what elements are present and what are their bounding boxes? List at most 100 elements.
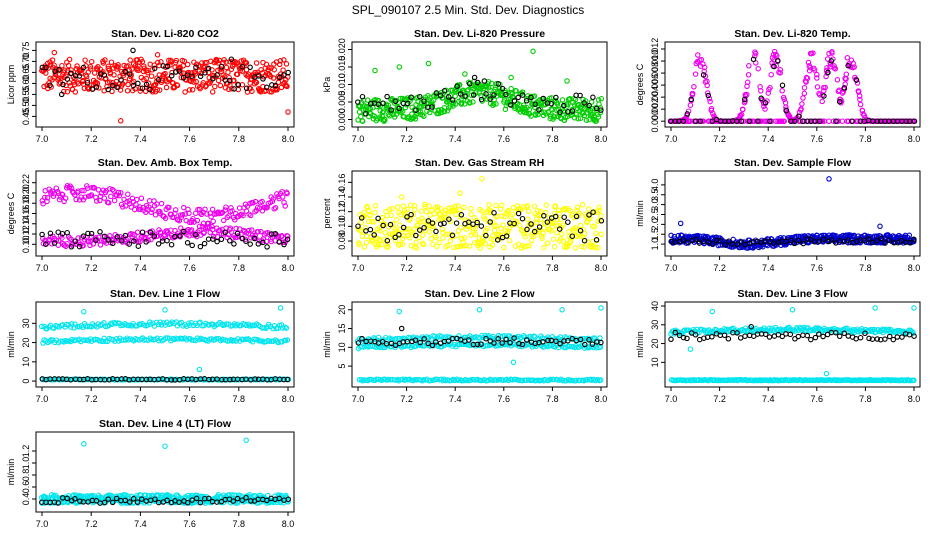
point-avg	[581, 100, 587, 106]
point-all	[108, 193, 114, 200]
y-tick-label: 0.015	[337, 56, 347, 79]
point-all	[162, 215, 169, 222]
point-avg	[433, 228, 439, 235]
point-all	[574, 204, 581, 211]
point-all	[163, 84, 170, 91]
point-avg	[151, 65, 158, 72]
points	[38, 437, 292, 506]
point-all	[191, 79, 197, 85]
point-all	[586, 206, 592, 212]
point-all	[687, 346, 694, 352]
point-avg	[590, 94, 596, 101]
x-tick-label: 8.0	[595, 394, 608, 404]
point-all	[510, 359, 517, 366]
y-axis-label: percent	[322, 198, 332, 229]
point-all	[559, 97, 566, 103]
point-avg	[67, 70, 74, 77]
point-all	[189, 87, 196, 93]
point-all	[444, 108, 451, 114]
point-all	[197, 85, 203, 92]
x-tick-label: 8.0	[595, 263, 608, 273]
y-axis-label: kPa	[322, 77, 332, 93]
y-tick-label: 0.010	[337, 73, 347, 96]
point-all	[234, 71, 241, 78]
point-all	[704, 90, 711, 96]
x-tick-label: 7.0	[352, 134, 365, 144]
point-avg	[800, 332, 806, 338]
point-all	[744, 79, 751, 86]
point-avg	[260, 76, 266, 82]
point-all	[43, 70, 49, 76]
point-all	[358, 219, 365, 226]
point-all	[115, 189, 122, 196]
point-avg	[235, 82, 242, 88]
point-all	[87, 64, 94, 70]
point-avg	[478, 223, 485, 229]
point-all	[396, 64, 403, 70]
point-all	[104, 79, 111, 86]
x-tick-label: 7.8	[233, 394, 246, 404]
point-all	[372, 209, 378, 216]
point-all	[193, 78, 199, 85]
point-avg	[56, 66, 62, 73]
point-all	[154, 52, 161, 58]
point-all	[134, 229, 141, 236]
point-all	[707, 118, 713, 124]
point-avg	[384, 93, 390, 100]
point-all	[253, 79, 260, 86]
point-all	[245, 71, 252, 77]
x-tick-label: 8.0	[282, 263, 295, 273]
point-all	[91, 70, 98, 76]
point-avg	[700, 72, 707, 78]
point-all	[851, 64, 857, 70]
point-all	[695, 52, 701, 58]
point-avg	[783, 107, 789, 114]
point-all	[525, 208, 532, 215]
point-avg	[697, 118, 704, 124]
point-all	[166, 204, 172, 211]
y-tick-label: 10	[21, 357, 31, 367]
point-avg	[197, 243, 204, 250]
point-avg	[471, 74, 478, 81]
point-all	[685, 108, 692, 114]
point-avg	[508, 102, 514, 108]
point-all	[62, 195, 69, 201]
point-avg	[58, 91, 65, 98]
x-tick-label: 7.8	[859, 394, 872, 404]
point-all	[137, 85, 144, 92]
point-all	[525, 216, 531, 223]
x-tick-label: 7.0	[36, 263, 49, 273]
point-all	[777, 67, 784, 73]
x-tick-label: 7.0	[665, 263, 678, 273]
point-all	[72, 75, 78, 82]
point-all	[115, 64, 121, 70]
point-all	[704, 82, 710, 89]
x-tick-label: 8.0	[282, 394, 295, 404]
x-tick-label: 8.0	[908, 134, 921, 144]
point-avg	[164, 63, 171, 70]
point-all	[698, 56, 705, 63]
point-all	[826, 176, 832, 182]
point-avg	[197, 73, 204, 80]
point-all	[68, 185, 75, 192]
point-avg	[746, 118, 753, 124]
point-all	[588, 99, 595, 105]
point-all	[692, 71, 699, 77]
point-all	[580, 96, 586, 103]
point-all	[598, 212, 604, 219]
point-avg	[80, 64, 87, 71]
point-all	[64, 240, 70, 247]
points	[39, 183, 291, 250]
point-all	[63, 73, 69, 79]
point-all	[399, 108, 406, 114]
point-all	[821, 87, 827, 94]
point-avg	[474, 79, 481, 86]
point-all	[509, 93, 516, 100]
point-avg	[577, 92, 583, 99]
point-all	[168, 57, 174, 64]
point-all	[530, 48, 536, 55]
point-avg	[499, 85, 506, 92]
x-tick-label: 7.0	[352, 263, 365, 273]
point-avg	[771, 63, 777, 70]
